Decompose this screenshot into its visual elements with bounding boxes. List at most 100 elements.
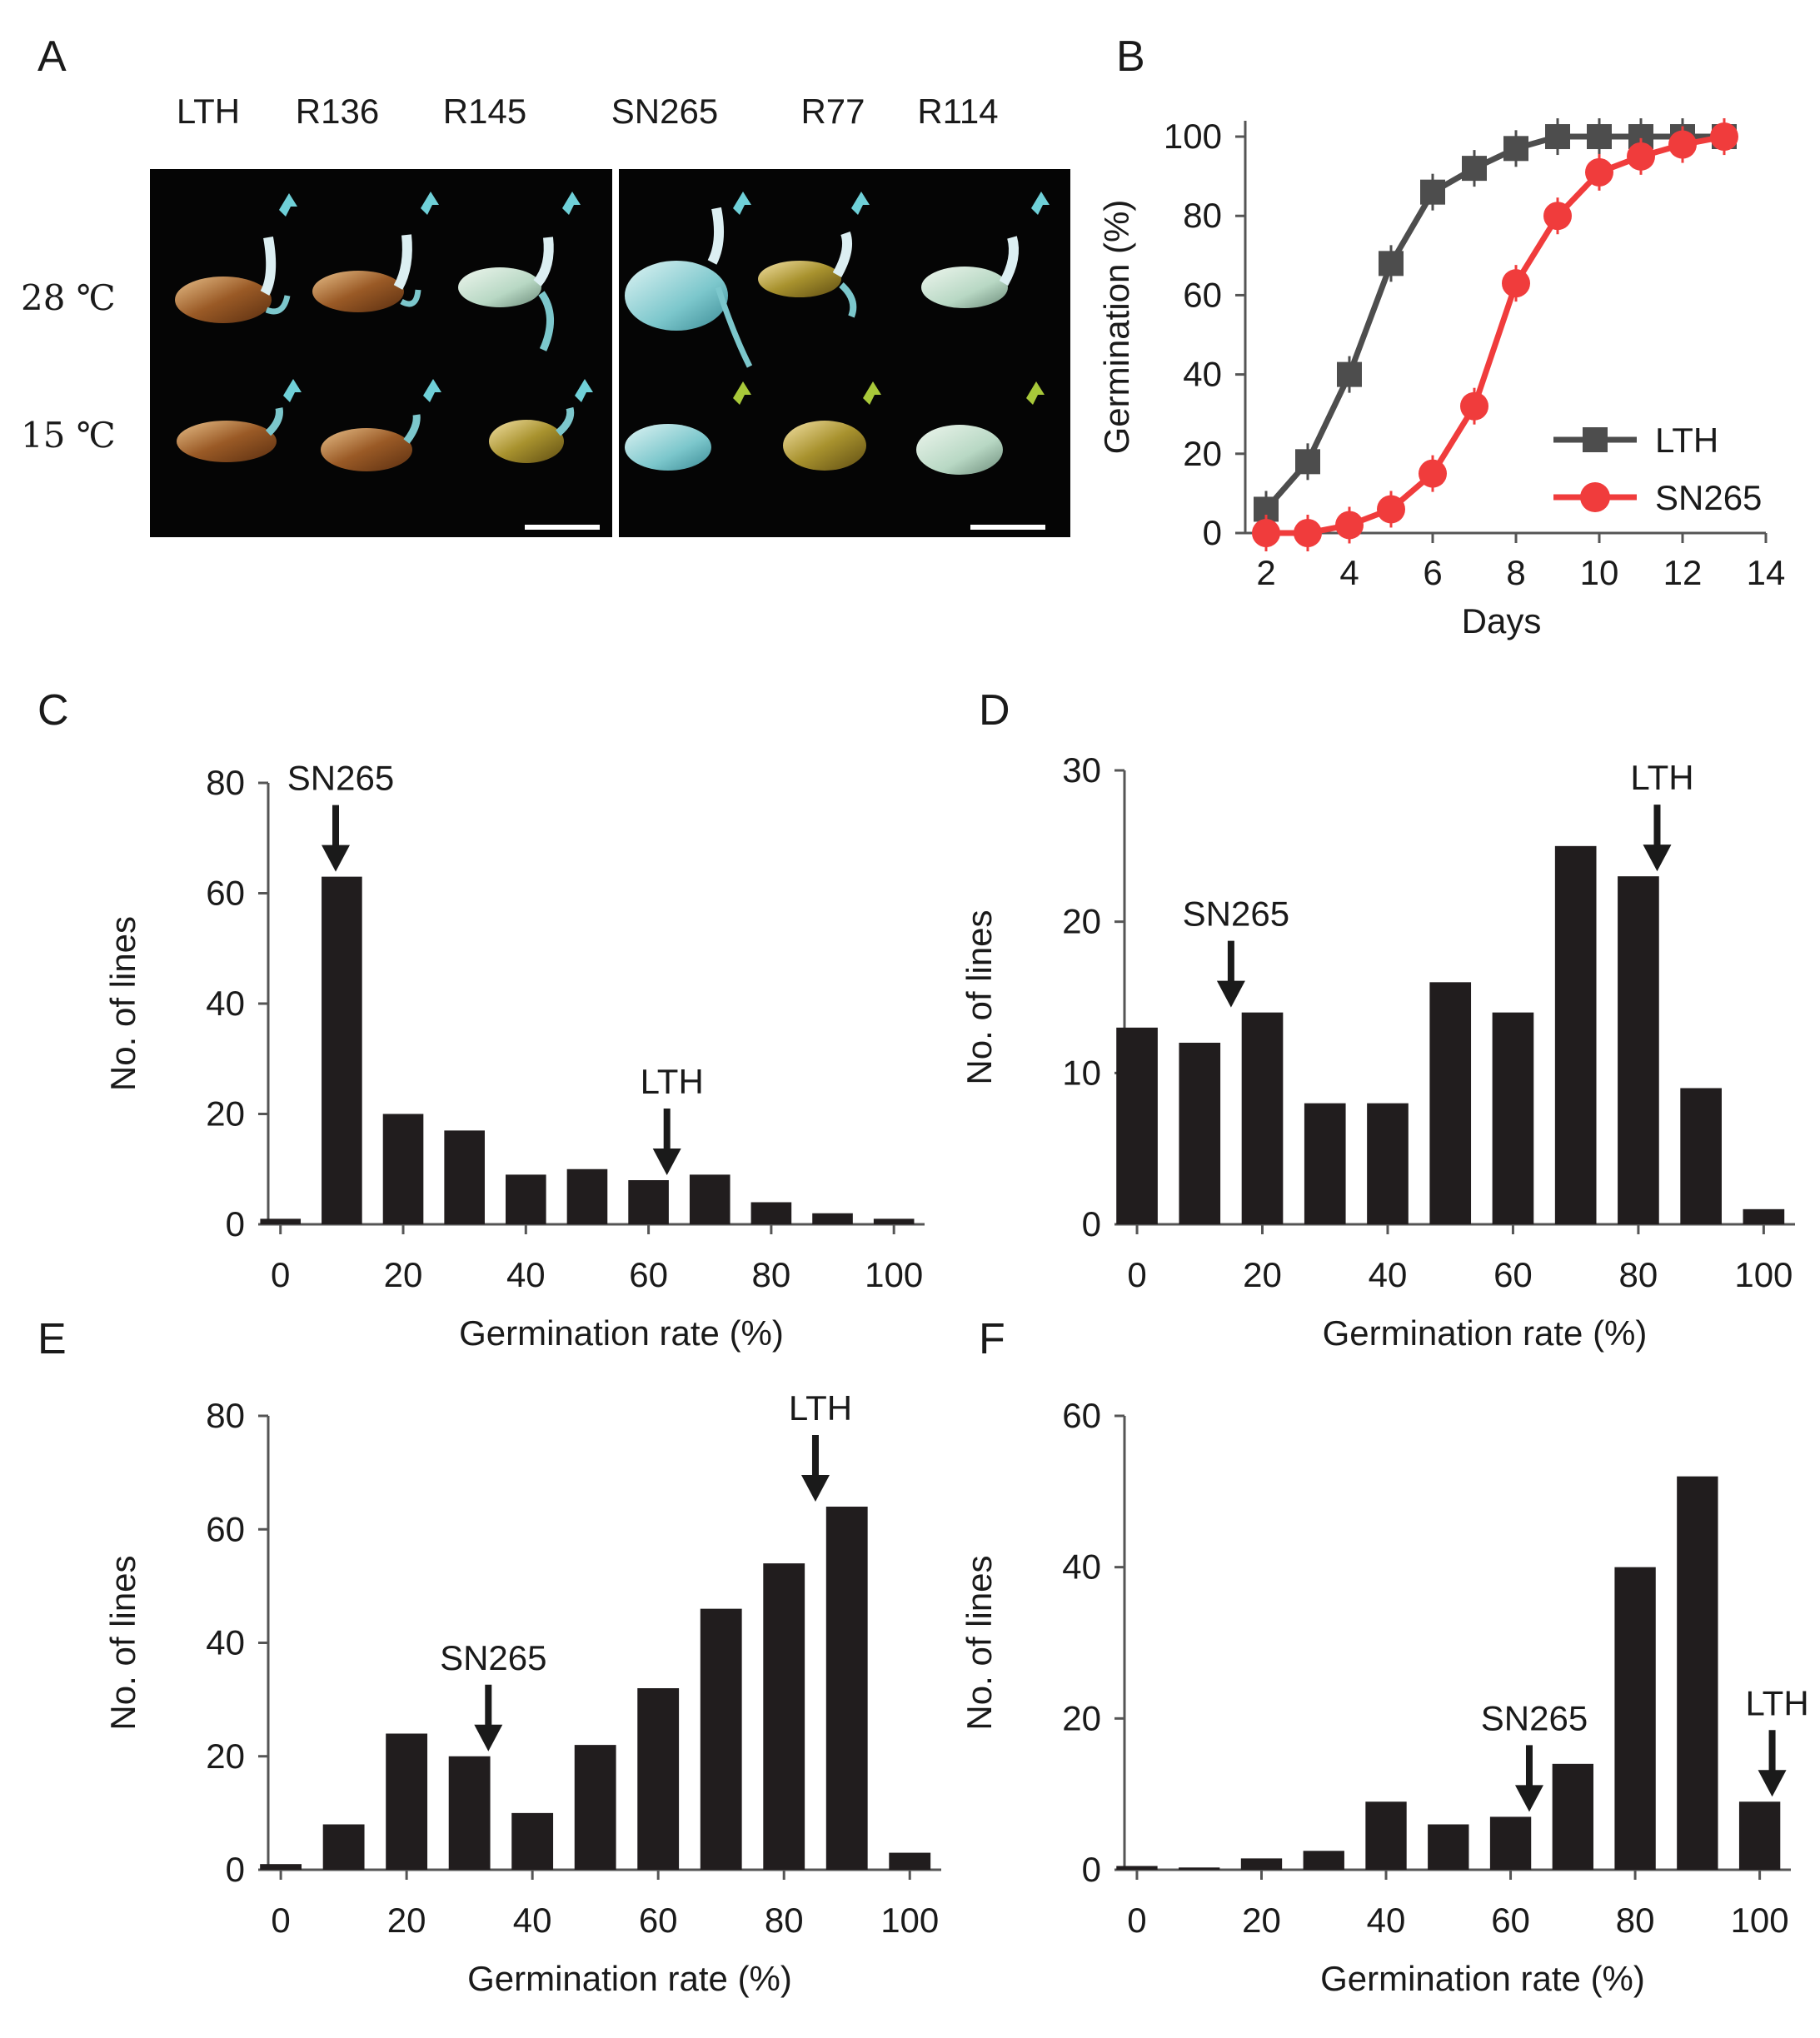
chart-b-series-sn265-point	[1543, 202, 1572, 231]
chart-d-y-axis-label: No. of lines	[960, 909, 999, 1084]
chart-e-bar	[386, 1733, 428, 1870]
chart-f-bar	[1738, 1801, 1781, 1870]
chart-b-y-tick-label: 100	[1164, 117, 1222, 156]
chart-e-bar	[511, 1812, 554, 1870]
chart-d-bar	[1618, 876, 1659, 1224]
chart-d-bar	[1492, 1012, 1534, 1224]
chart-e-x-tick-label: 40	[513, 1901, 552, 1940]
chart-b-series-lth-point	[1503, 136, 1528, 162]
chart-b-series-lth-point	[1587, 124, 1612, 150]
chart-b-series-lth-point	[1545, 124, 1570, 150]
chart-d-x-tick-label: 0	[1127, 1255, 1146, 1294]
chart-d-annotation-lth: LTH	[1630, 758, 1693, 797]
chart-e-bar	[637, 1688, 680, 1870]
chart-e-annotation-lth: LTH	[789, 1388, 852, 1428]
chart-c-bar	[444, 1130, 485, 1224]
seed-photo	[150, 169, 1070, 537]
chart-e-annotation-sn265: SN265	[440, 1638, 546, 1677]
chart-f-bar	[1428, 1824, 1469, 1870]
chart-f-bar	[1365, 1801, 1407, 1870]
chart-e-y-tick-label: 80	[206, 1396, 245, 1435]
chart-f-y-tick-label: 20	[1062, 1698, 1101, 1737]
chart-e-bar	[825, 1507, 868, 1870]
chart-d-histogram: 0 10 20 30 0 20 40 60 80 100 Germination rate (%) N…	[960, 750, 1795, 1353]
chart-c-bar	[260, 1218, 302, 1224]
chart-e-histogram: 0 20 40 60 80 0 20 40 60 80 100 Germination rate (%…	[103, 1388, 941, 1998]
chart-b-series-sn265-point	[1377, 495, 1405, 524]
chart-c-x-axis-label: Germination rate (%)	[459, 1313, 784, 1353]
photo-divider	[612, 169, 619, 537]
chart-c-bar	[873, 1218, 915, 1224]
chart-f-x-tick-label: 20	[1242, 1901, 1281, 1940]
chart-d-x-tick-label: 20	[1243, 1255, 1282, 1294]
chart-d-x-tick-label: 100	[1734, 1255, 1793, 1294]
chart-f-bar	[1677, 1476, 1718, 1870]
chart-e-y-axis-label: No. of lines	[103, 1555, 142, 1730]
chart-f-y-tick-label: 0	[1082, 1850, 1101, 1889]
chart-f-y-axis-label: No. of lines	[960, 1555, 999, 1730]
chart-d-x-tick-label: 40	[1369, 1255, 1408, 1294]
chart-c-annotation-sn265: SN265	[287, 759, 394, 798]
cultivar-label-r145: R145	[443, 92, 526, 131]
chart-b-x-tick-label: 10	[1580, 553, 1619, 592]
chart-c-x-tick-label: 0	[271, 1255, 290, 1294]
chart-c-annotation-arrow-head	[322, 845, 351, 872]
chart-c-y-tick-label: 60	[206, 874, 245, 913]
chart-e-bar	[889, 1852, 931, 1870]
chart-b-x-axis-label: Days	[1462, 601, 1542, 640]
chart-e-x-axis-label: Germination rate (%)	[467, 1959, 792, 1998]
chart-b-x-tick-label: 14	[1747, 553, 1786, 592]
chart-e-bar	[322, 1824, 365, 1870]
chart-c-y-axis-label: No. of lines	[103, 916, 142, 1091]
chart-e-annotation-arrow-head	[800, 1475, 830, 1502]
chart-b-series-sn265-point	[1668, 130, 1697, 159]
cultivar-label-r136: R136	[296, 92, 379, 131]
chart-e-x-tick-label: 20	[387, 1901, 426, 1940]
chart-e-y-tick-label: 20	[206, 1737, 245, 1776]
chart-f-x-axis-label: Germination rate (%)	[1320, 1959, 1645, 1998]
chart-b-series-sn265-point	[1627, 142, 1655, 171]
panel-c-letter: C	[37, 686, 69, 735]
chart-f-histogram: 0 20 40 60 0 20 40 60 80 100 Germination rate (%) N…	[960, 1396, 1809, 1998]
photo-left	[150, 169, 612, 537]
chart-b-x-tick-label: 6	[1423, 553, 1442, 592]
chart-c-bar	[506, 1174, 546, 1224]
chart-c-bar	[322, 876, 362, 1224]
chart-e-bar	[574, 1745, 616, 1870]
chart-f-bar	[1303, 1851, 1344, 1870]
panel-f-letter: F	[979, 1315, 1005, 1363]
chart-e-y-tick-label: 60	[206, 1509, 245, 1548]
chart-d-annotation-sn265: SN265	[1183, 894, 1289, 934]
chart-b-series-sn265-point	[1710, 122, 1738, 152]
chart-b-series-lth-point	[1420, 179, 1445, 205]
scale-bar-left	[525, 525, 600, 530]
chart-b-y-tick-label: 20	[1183, 434, 1222, 473]
chart-e-x-tick-label: 0	[271, 1901, 290, 1940]
chart-e-x-tick-label: 80	[765, 1901, 804, 1940]
cultivar-label-r77: R77	[800, 92, 865, 131]
chart-b-series-lth-point	[1295, 449, 1320, 475]
cultivar-label-r114: R114	[917, 92, 998, 131]
chart-b-x-tick-label: 12	[1663, 553, 1703, 592]
chart-f-x-tick-label: 60	[1491, 1901, 1530, 1940]
legend-lth-marker	[1583, 427, 1608, 452]
chart-b-series-sn265-point	[1460, 391, 1488, 421]
legend-sn265-marker	[1580, 482, 1610, 512]
chart-d-y-tick-label: 30	[1062, 750, 1101, 790]
chart-f-x-tick-label: 100	[1731, 1901, 1789, 1940]
chart-d-x-tick-label: 80	[1619, 1255, 1658, 1294]
chart-e-x-tick-label: 100	[880, 1901, 939, 1940]
chart-b-series-sn265-line	[1266, 133, 1725, 536]
condition-label-28c: 28 ℃	[21, 277, 116, 318]
chart-d-bar	[1680, 1088, 1722, 1224]
chart-c-bar	[689, 1174, 730, 1224]
chart-d-bar	[1179, 1043, 1221, 1224]
condition-label-15c: 15 ℃	[21, 415, 116, 456]
chart-b-y-tick-label: 60	[1183, 275, 1222, 314]
chart-b-y-tick-label: 0	[1203, 513, 1222, 552]
chart-f-annotation-arrow-head	[1758, 1770, 1787, 1797]
chart-d-y-tick-label: 10	[1062, 1053, 1101, 1092]
chart-d-bar	[1116, 1027, 1158, 1224]
chart-e-y-tick-label: 0	[226, 1850, 245, 1889]
